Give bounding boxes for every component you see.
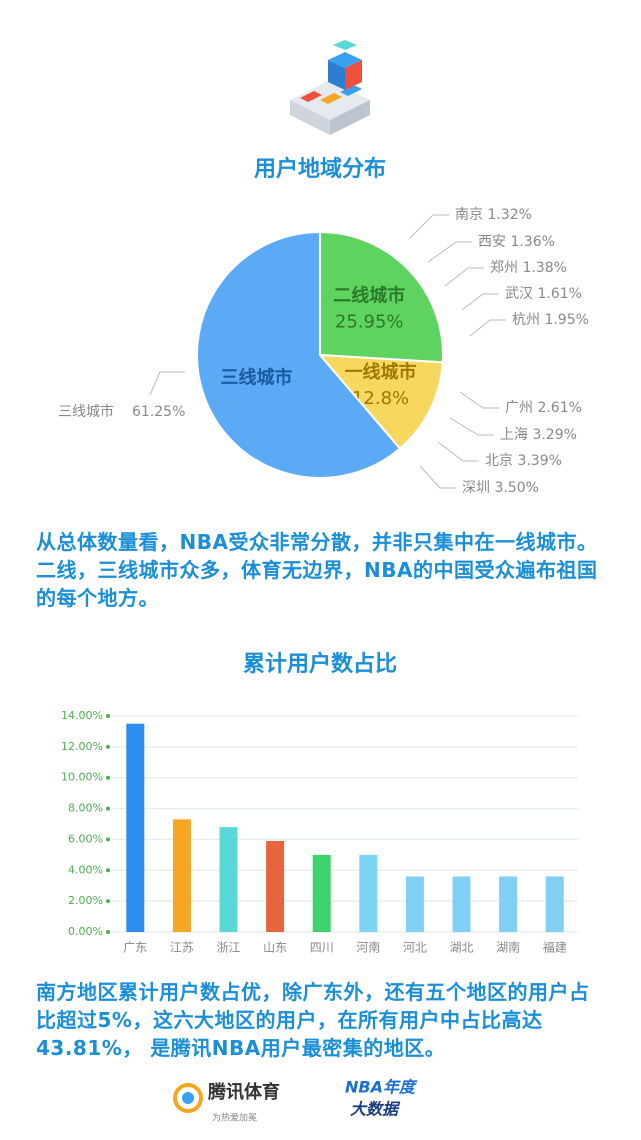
- annotation: 西安 1.36%: [478, 234, 555, 250]
- y-tick-label: 6.00%: [68, 832, 103, 845]
- y-tick-label: 2.00%: [68, 894, 103, 907]
- brand-logo: 腾讯体育 为热爱加冕 NBA年度 大数据: [173, 1078, 418, 1124]
- y-tick-label: 12.00%: [61, 740, 103, 753]
- outside-label: 三线城市: [58, 403, 114, 420]
- x-tick-label: 湖北: [449, 940, 473, 955]
- bar: [266, 840, 285, 932]
- pie-slice: [196, 230, 402, 479]
- header-icon: [290, 40, 370, 135]
- x-tick-label: 四川: [310, 941, 334, 955]
- x-tick-label: 福建: [543, 940, 567, 955]
- leader-line: [469, 319, 506, 337]
- y-tick-label: 0.00%: [68, 925, 103, 938]
- badge-top: NBA年度: [345, 1078, 418, 1097]
- outside-value: 61.25%: [132, 404, 185, 420]
- slice-value: 12.8%: [352, 388, 409, 409]
- badge-bottom: 大数据: [350, 1100, 401, 1119]
- x-tick-label: 河南: [356, 940, 380, 955]
- y-tick-label: 8.00%: [68, 802, 103, 815]
- chart-title: 累计用户数占比: [243, 651, 397, 677]
- x-tick-label: 山东: [263, 941, 287, 955]
- bar: [499, 876, 518, 932]
- x-tick-label: 浙江: [216, 941, 240, 955]
- leader-line: [149, 371, 185, 396]
- y-tick-label: 14.00%: [61, 709, 103, 722]
- leader-line: [419, 465, 456, 489]
- tick-mark: [106, 806, 110, 811]
- tick-mark: [106, 930, 110, 934]
- slice-label: 二线城市: [333, 285, 405, 307]
- leader-line: [459, 391, 499, 409]
- bar: [405, 876, 424, 932]
- annotation: 深圳 3.50%: [462, 480, 539, 496]
- caption: 从总体数量看，NBA受众非常分散，并非只集中在一线城市。二线，三线城市众多，体育…: [36, 530, 598, 610]
- annotation: 广州 2.61%: [505, 400, 582, 416]
- tick-mark: [106, 744, 110, 749]
- tick-mark: [106, 837, 110, 842]
- x-tick-label: 江苏: [170, 941, 194, 955]
- x-tick-label: 广东: [123, 941, 147, 955]
- leader-line: [449, 417, 494, 436]
- chart-title: 用户地域分布: [254, 156, 386, 182]
- x-tick-label: 湖南: [496, 940, 520, 955]
- pie-slice: [317, 353, 444, 450]
- leader-line: [444, 267, 484, 287]
- slice-label: 一线城市: [345, 361, 417, 383]
- bar: [172, 819, 191, 932]
- bar: [126, 723, 145, 932]
- x-tick-label: 河北: [403, 941, 427, 955]
- annotation: 郑州 1.38%: [490, 260, 567, 276]
- annotation: 北京 3.39%: [485, 453, 562, 469]
- brand-name: 腾讯体育: [208, 1081, 280, 1103]
- bar: [312, 854, 331, 932]
- pie-slice: [319, 230, 444, 364]
- leader-line: [461, 293, 499, 311]
- tick-mark: [106, 899, 110, 904]
- brand-slogan: 为热爱加冕: [212, 1112, 257, 1124]
- bar: [452, 876, 471, 932]
- leader-line: [437, 441, 479, 462]
- bar: [359, 854, 378, 932]
- caption: 南方地区累计用户数占优，除广东外，还有五个地区的用户占比超过5%，这六大地区的用…: [36, 980, 590, 1060]
- tick-mark: [106, 868, 110, 873]
- annotation: 武汉 1.61%: [505, 286, 582, 302]
- y-tick-label: 10.00%: [61, 771, 103, 784]
- annotation: 杭州 1.95%: [512, 312, 589, 328]
- annotation: 南京 1.32%: [455, 207, 532, 223]
- tick-mark: [106, 775, 110, 780]
- y-tick-label: 4.00%: [68, 863, 103, 876]
- bar: [219, 827, 238, 932]
- leader-line: [427, 241, 472, 263]
- slice-value: 25.95%: [335, 312, 404, 333]
- slice-label: 三线城市: [221, 366, 293, 388]
- annotation: 上海 3.29%: [500, 427, 577, 443]
- leader-line: [409, 214, 449, 239]
- tick-mark: [106, 714, 110, 718]
- bar: [545, 876, 564, 932]
